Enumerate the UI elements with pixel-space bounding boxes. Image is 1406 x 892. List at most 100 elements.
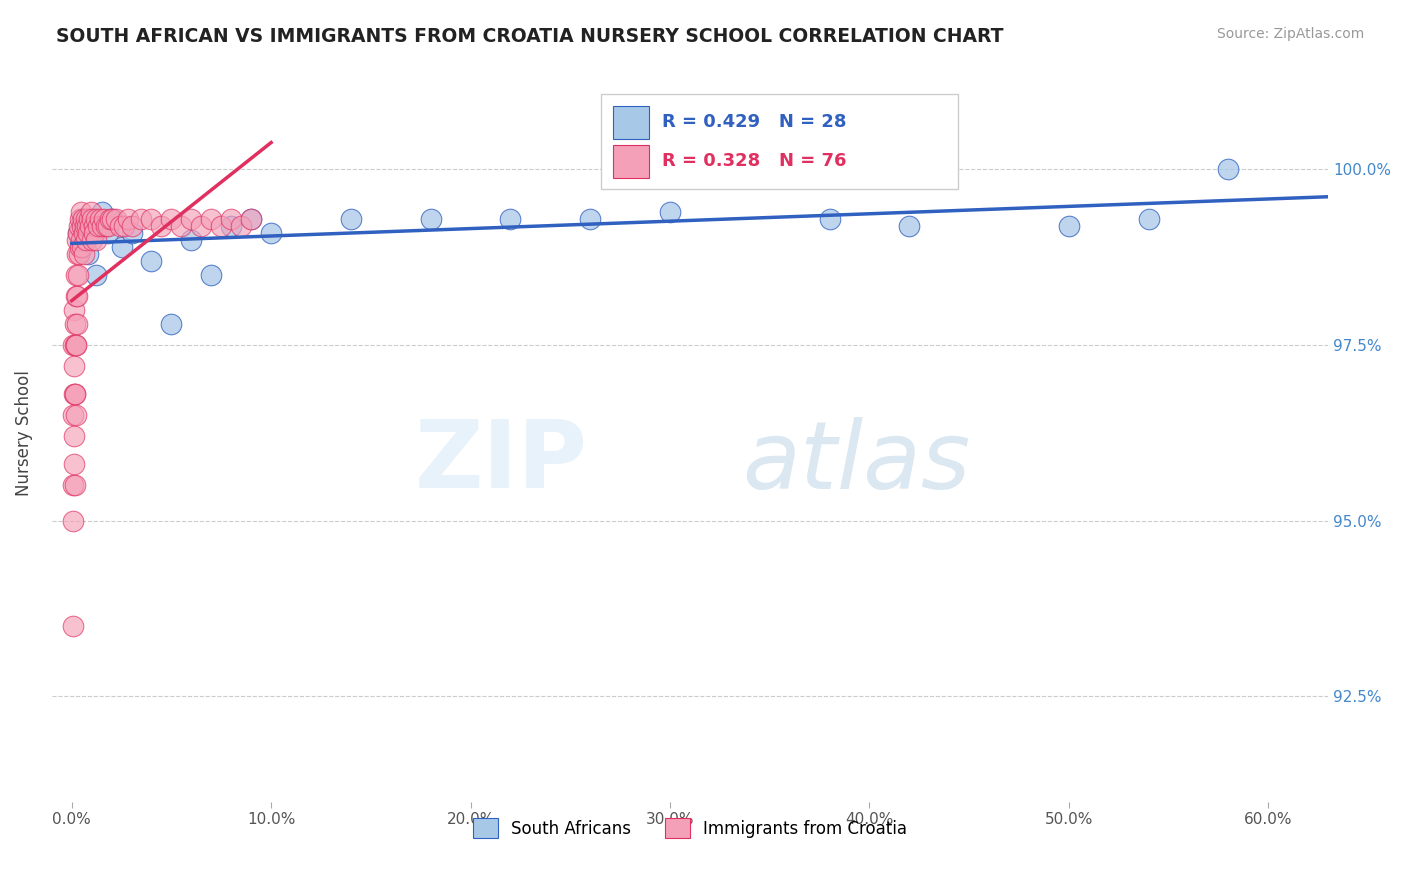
Point [73, 246, 96, 260]
Point [69, 233, 91, 247]
Point [69, 240, 91, 254]
Point [150, 219, 173, 233]
Point [110, 240, 132, 254]
Text: R = 0.429   N = 28: R = 0.429 N = 28 [662, 113, 846, 131]
Point [104, 211, 127, 226]
Point [160, 317, 183, 331]
Point [499, 211, 522, 226]
Point [76, 226, 98, 240]
Point [62, 387, 84, 401]
Point [117, 211, 139, 226]
Point [83, 226, 105, 240]
Point [1218, 162, 1240, 177]
Point [108, 219, 131, 233]
Point [63, 478, 86, 492]
Point [141, 211, 163, 226]
Point [260, 226, 283, 240]
Point [818, 211, 841, 226]
Point [66, 317, 89, 331]
Point [84, 233, 107, 247]
Text: R = 0.328   N = 76: R = 0.328 N = 76 [662, 153, 846, 170]
Point [76, 219, 98, 233]
Point [66, 226, 89, 240]
Point [73, 226, 96, 240]
Point [209, 219, 232, 233]
Point [66, 289, 89, 303]
Point [180, 211, 202, 226]
Point [66, 268, 89, 282]
Point [67, 246, 90, 260]
Point [63, 359, 86, 373]
Point [72, 211, 94, 226]
Point [65, 338, 87, 352]
Point [190, 219, 212, 233]
Point [65, 268, 87, 282]
Point [90, 204, 112, 219]
Point [90, 219, 112, 233]
Point [97, 219, 120, 233]
Point [66, 226, 89, 240]
Bar [613, 106, 650, 139]
Point [70, 240, 93, 254]
Point [69, 211, 91, 226]
Point [67, 219, 90, 233]
Point [65, 338, 87, 352]
Point [340, 211, 363, 226]
Point [84, 211, 107, 226]
Point [80, 211, 103, 226]
Point [219, 219, 242, 233]
Point [62, 302, 84, 317]
Point [1137, 211, 1160, 226]
Point [98, 211, 121, 226]
Point [66, 233, 89, 247]
Point [65, 289, 87, 303]
Point [170, 219, 193, 233]
Point [70, 211, 93, 226]
Point [62, 514, 84, 528]
Point [94, 219, 117, 233]
Point [77, 211, 100, 226]
Point [63, 429, 86, 443]
Point [180, 233, 202, 247]
Point [100, 211, 122, 226]
Point [84, 268, 107, 282]
Point [66, 246, 89, 260]
Point [86, 219, 108, 233]
Point [65, 409, 87, 423]
Text: Source: ZipAtlas.com: Source: ZipAtlas.com [1216, 27, 1364, 41]
Point [76, 246, 98, 260]
Point [898, 219, 921, 233]
Point [73, 219, 96, 233]
Point [79, 219, 101, 233]
Point [62, 338, 84, 352]
Point [141, 253, 163, 268]
Point [97, 226, 120, 240]
Point [75, 233, 97, 247]
Legend: South Africans, Immigrants from Croatia: South Africans, Immigrants from Croatia [467, 811, 914, 845]
Point [69, 204, 91, 219]
FancyBboxPatch shape [600, 94, 957, 189]
Point [579, 211, 602, 226]
Text: ZIP: ZIP [415, 417, 588, 508]
Point [200, 268, 222, 282]
Point [200, 211, 222, 226]
Point [83, 219, 105, 233]
Bar [613, 145, 650, 178]
Point [659, 204, 682, 219]
Point [65, 338, 87, 352]
Point [62, 409, 84, 423]
Point [93, 211, 115, 226]
Point [63, 387, 86, 401]
Point [62, 619, 84, 633]
Point [62, 478, 84, 492]
Point [65, 387, 87, 401]
Point [112, 219, 135, 233]
Point [80, 233, 103, 247]
Point [62, 458, 84, 472]
Point [240, 211, 263, 226]
Point [80, 219, 103, 233]
Point [160, 211, 183, 226]
Point [219, 211, 242, 226]
Point [231, 219, 253, 233]
Point [75, 233, 97, 247]
